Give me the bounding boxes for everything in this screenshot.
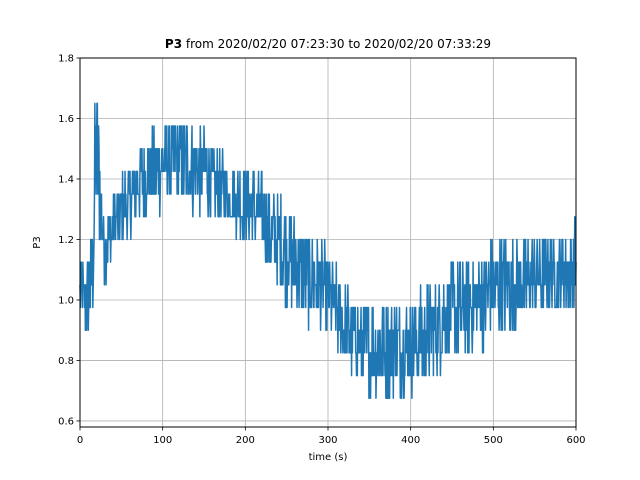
y-axis-label: P3 xyxy=(32,236,43,248)
y-tick-label: 0.8 xyxy=(58,356,74,367)
x-tick-label: 200 xyxy=(236,435,255,446)
y-tick-label: 1.0 xyxy=(58,295,74,306)
x-tick-label: 0 xyxy=(77,435,83,446)
x-tick-label: 100 xyxy=(153,435,172,446)
y-tick-label: 1.6 xyxy=(58,114,74,125)
chart-title: P3 from 2020/02/20 07:23:30 to 2020/02/2… xyxy=(165,37,491,51)
x-axis-label: time (s) xyxy=(309,452,348,463)
chart-title-series: P3 xyxy=(165,37,182,51)
plot-area xyxy=(79,102,577,400)
y-tick-label: 1.2 xyxy=(58,235,74,246)
x-tick-label: 600 xyxy=(566,435,585,446)
x-tick-label: 300 xyxy=(318,435,337,446)
chart-title-range: from 2020/02/20 07:23:30 to 2020/02/20 0… xyxy=(182,37,491,51)
y-tick-label: 1.4 xyxy=(58,174,74,185)
series-line xyxy=(79,102,577,400)
ticks: 0 100 200 300 400 500 600 0.6 0.8 1.0 1.2 1.4 1.6 1.8 xyxy=(58,54,585,447)
y-tick-label: 0.6 xyxy=(58,416,74,427)
x-tick-label: 500 xyxy=(484,435,503,446)
y-tick-label: 1.8 xyxy=(58,54,74,65)
x-tick-label: 400 xyxy=(401,435,420,446)
